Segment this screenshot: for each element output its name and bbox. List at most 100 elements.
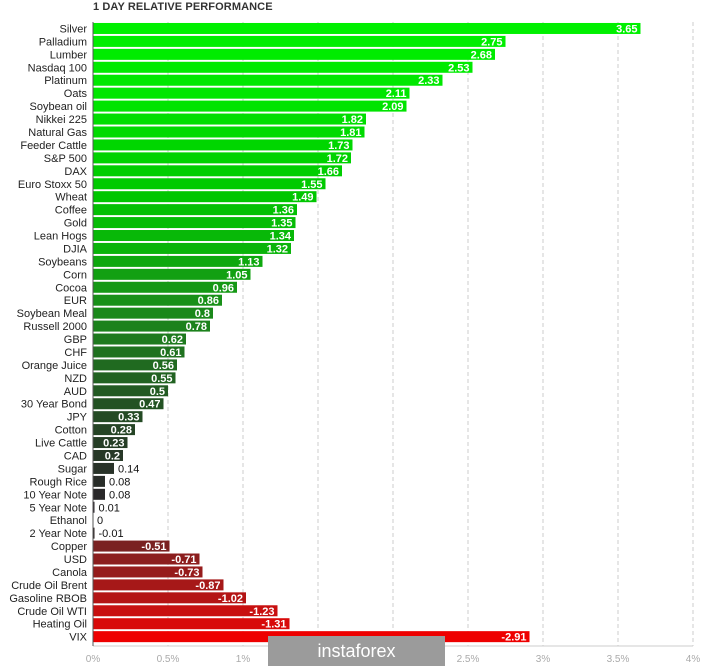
value-label: 0.47 [139,399,160,411]
category-label: Wheat [55,192,87,204]
x-tick-label: 3.5% [607,654,630,665]
category-label: USD [64,554,87,566]
category-label: Feeder Cattle [20,140,87,152]
value-label: -1.02 [218,593,243,605]
category-label: Platinum [44,75,87,87]
bar [93,475,105,487]
value-label: 0.14 [118,463,139,475]
value-label: 1.66 [318,166,339,178]
bar [93,87,410,99]
value-label: 1.73 [328,140,349,152]
bar [93,540,170,552]
category-label: Lean Hogs [34,231,88,243]
value-label: 1.05 [226,269,247,281]
bar [93,281,237,293]
value-label: -0.73 [174,567,199,579]
value-label: -1.31 [261,619,286,631]
value-label: 0.2 [105,450,120,462]
category-label: Coffee [55,205,87,217]
value-label: 1.81 [340,127,361,139]
value-label: -0.71 [171,554,196,566]
category-label: CHF [64,347,87,359]
category-label: DJIA [63,243,88,255]
category-label: Ethanol [50,515,87,527]
value-label: 2.33 [418,75,439,87]
category-label: Orange Juice [22,360,87,372]
bar [93,501,95,513]
category-label: NZD [64,373,87,385]
category-label: Palladium [39,36,87,48]
category-label: DAX [64,166,87,178]
category-label: Soybean Meal [17,308,87,320]
value-label: 0.86 [198,295,219,307]
category-label: Nikkei 225 [36,114,87,126]
value-label: 1.36 [273,205,294,217]
value-label: 0.28 [111,425,132,437]
x-tick-label: 0% [86,654,101,665]
category-label: Sugar [58,463,88,475]
bar [93,605,278,617]
bar [93,178,326,190]
category-label: Natural Gas [28,127,87,139]
x-tick-label: 3% [536,654,551,665]
category-label: Rough Rice [30,476,87,488]
bar [93,22,641,34]
bar [93,333,186,345]
bar [93,255,263,267]
bar [93,462,114,474]
bar [93,359,177,371]
value-label: 0.01 [99,502,120,514]
bar [93,35,506,47]
bar [93,113,366,125]
value-label: 0.61 [160,347,181,359]
category-label: Heating Oil [33,619,87,631]
bar [93,488,105,500]
bar [93,307,213,319]
value-label: 1.72 [327,153,348,165]
value-label: 1.55 [301,179,322,191]
value-label: 0.23 [103,438,124,450]
value-label: -0.87 [195,580,220,592]
value-label: 0.8 [195,308,210,320]
value-label: 2.68 [471,49,492,61]
bar [93,242,291,254]
bar [93,165,342,177]
value-label: 0.96 [213,282,234,294]
category-label: Nasdaq 100 [28,62,87,74]
value-label: 0.08 [109,489,130,501]
value-label: -0.51 [141,541,166,553]
value-label: 2.09 [382,101,403,113]
bar [93,592,246,604]
bar [93,385,168,397]
value-label: 1.32 [267,243,288,255]
x-tick-label: 2.5% [457,654,480,665]
category-label: 2 Year Note [30,528,88,540]
category-label: Corn [63,269,87,281]
category-label: CAD [64,450,87,462]
category-label: GBP [64,334,87,346]
category-label: JPY [67,412,88,424]
category-label: 5 Year Note [30,502,88,514]
bar [93,437,128,449]
category-label: Canola [52,567,88,579]
value-label: -2.91 [501,632,526,644]
value-label: -1.23 [249,606,274,618]
category-label: Russell 2000 [23,321,87,333]
value-label: 2.53 [448,62,469,74]
value-label: 2.11 [386,88,407,100]
x-tick-label: 1% [236,654,251,665]
bar [93,398,164,410]
bar [93,152,351,164]
value-label: 1.49 [292,192,313,204]
value-label: 0.33 [118,412,139,424]
bar [93,449,123,461]
bar [93,268,251,280]
bar [93,372,176,384]
bar [93,204,297,216]
category-label: Silver [59,23,87,35]
bar [93,230,294,242]
value-label: 1.34 [270,231,292,243]
category-label: Gold [64,218,87,230]
bar [93,48,495,60]
